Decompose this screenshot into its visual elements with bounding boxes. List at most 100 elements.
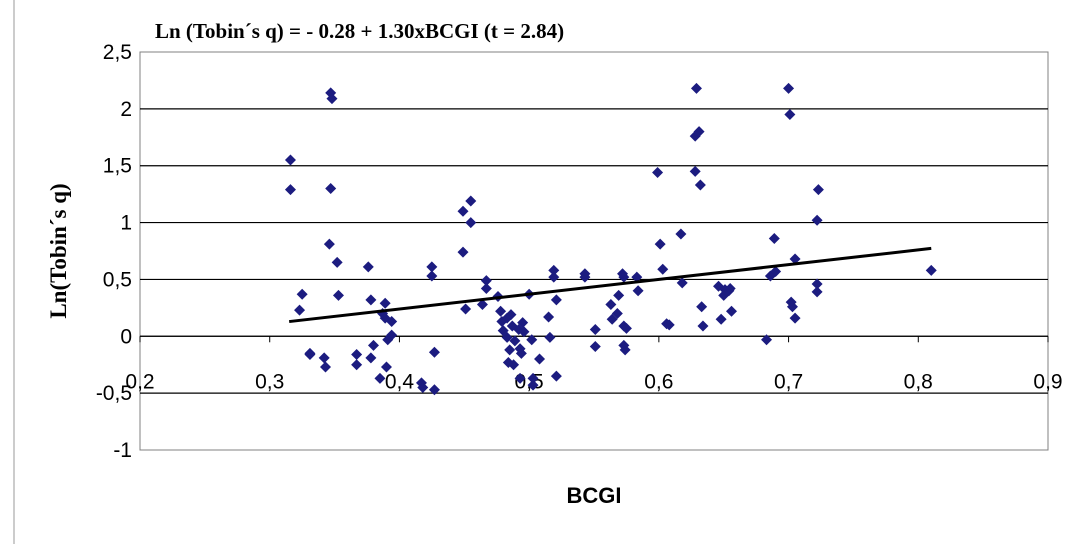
x-tick-label: 0,4: [385, 370, 415, 393]
data-point: [724, 283, 736, 295]
x-tick-label: 0,7: [774, 370, 803, 393]
data-point: [296, 288, 308, 300]
data-point: [548, 271, 560, 283]
data-point: [715, 313, 727, 325]
data-point: [768, 232, 780, 244]
plot-area: 2,5 2 1,5 1 0,5 0 -0,5 -1 0,2 0,3 0,4 0,5 0,6 0,7 0,8…: [96, 41, 1063, 462]
data-point: [761, 334, 773, 346]
data-point: [925, 264, 937, 276]
data-point: [362, 261, 374, 273]
data-point: [457, 246, 469, 258]
data-point: [527, 372, 539, 384]
data-point: [504, 344, 516, 356]
data-point: [428, 346, 440, 358]
data-point: [548, 264, 560, 276]
data-point: [331, 256, 343, 268]
data-point: [550, 370, 562, 382]
data-point: [579, 271, 591, 283]
data-point: [480, 283, 492, 295]
data-point: [284, 184, 296, 196]
y-tick-label: 0: [120, 325, 132, 348]
data-point: [676, 277, 688, 289]
data-point: [367, 339, 379, 351]
y-tick-label: 1: [120, 212, 132, 235]
data-point: [284, 154, 296, 166]
data-point: [495, 305, 507, 317]
x-axis-ticks: 0,2 0,3 0,4 0,5 0,6 0,7 0,8 0,9: [125, 336, 1063, 393]
data-point: [811, 214, 823, 226]
y-axis-label: Ln(Tobin´s q): [46, 183, 71, 318]
data-point: [620, 322, 632, 334]
data-point: [514, 372, 526, 384]
data-point: [811, 278, 823, 290]
x-axis-label: BCGI: [567, 483, 622, 508]
data-point: [784, 109, 796, 121]
data-point: [304, 348, 316, 360]
data-point: [374, 372, 386, 384]
data-point: [786, 301, 798, 313]
data-point: [690, 82, 702, 94]
x-tick-label: 0,9: [1033, 370, 1062, 393]
data-point: [611, 308, 623, 320]
data-point: [693, 126, 705, 138]
data-point: [534, 353, 546, 365]
data-point: [501, 331, 513, 343]
data-point: [783, 82, 795, 94]
data-point: [480, 275, 492, 287]
data-point: [812, 184, 824, 196]
data-point: [505, 309, 517, 321]
data-point: [632, 285, 644, 297]
data-point: [589, 323, 601, 335]
data-point: [631, 271, 643, 283]
x-tick-label: 0,8: [904, 370, 933, 393]
y-tick-label: 2: [120, 98, 132, 121]
data-point: [694, 179, 706, 191]
y-tick-label: 2,5: [103, 41, 132, 64]
data-point: [654, 238, 666, 250]
trendline: [289, 246, 932, 324]
data-point: [515, 347, 527, 359]
y-axis-ticks: 2,5 2 1,5 1 0,5 0 -0,5 -1: [96, 41, 132, 462]
data-point: [789, 253, 801, 265]
data-point: [386, 329, 398, 341]
data-point: [351, 348, 363, 360]
data-point: [326, 93, 338, 105]
data-point: [526, 334, 538, 346]
x-tick-label: 0,6: [644, 370, 673, 393]
data-point: [811, 286, 823, 298]
data-point: [652, 167, 664, 179]
data-point: [323, 238, 335, 250]
data-point: [725, 305, 737, 317]
x-tick-label: 0,3: [255, 370, 284, 393]
data-point: [675, 228, 687, 240]
data-point: [318, 352, 330, 364]
data-point: [527, 379, 539, 391]
data-points: [284, 82, 937, 396]
data-point: [465, 217, 477, 229]
data-point: [509, 335, 521, 347]
data-point: [770, 265, 782, 277]
data-point: [379, 297, 391, 309]
data-point: [417, 381, 429, 393]
data-point: [426, 261, 438, 273]
chart-title: Ln (Tobin´s q) = - 0.28 + 1.30xBCGI (t =…: [155, 19, 564, 43]
data-point: [657, 263, 669, 275]
data-point: [460, 303, 472, 315]
data-point: [386, 316, 398, 328]
data-point: [618, 271, 630, 283]
data-point: [476, 298, 488, 310]
data-point: [613, 289, 625, 301]
data-point: [517, 317, 529, 329]
data-point: [697, 320, 709, 332]
data-point: [351, 359, 363, 371]
y-tick-label: -0,5: [96, 382, 132, 405]
x-tick-label: 0,2: [125, 370, 154, 393]
data-point: [294, 304, 306, 316]
data-point: [696, 301, 708, 313]
data-point: [518, 326, 530, 338]
y-tick-label: 0,5: [103, 268, 132, 291]
data-point: [589, 341, 601, 353]
data-point: [380, 361, 392, 373]
data-point: [332, 289, 344, 301]
